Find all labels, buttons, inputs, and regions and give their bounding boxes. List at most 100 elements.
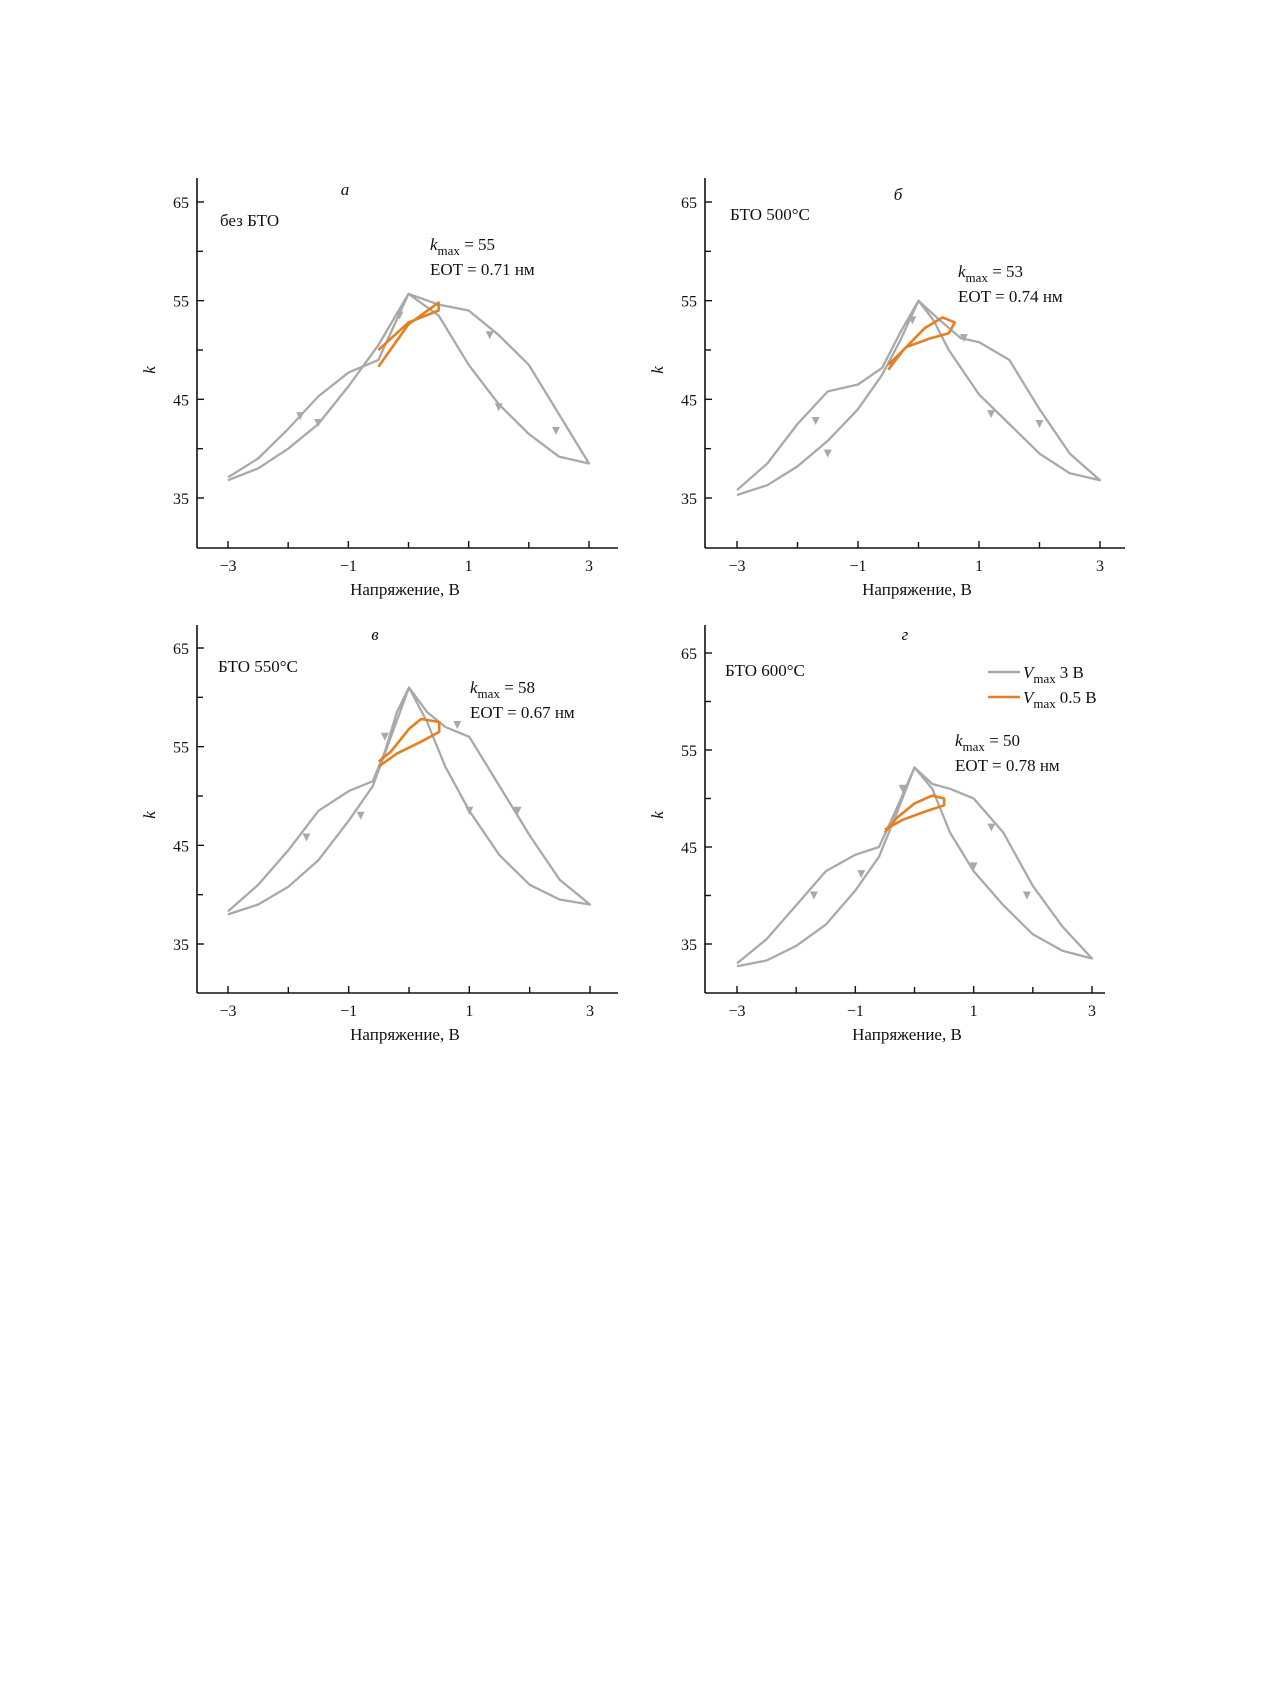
kmax-value: = 50 [985, 731, 1020, 750]
kmax-value: = 53 [988, 262, 1023, 281]
kmax-subscript: max [478, 686, 501, 701]
y-tick-label: 55 [681, 294, 697, 311]
x-tick-label: −3 [219, 1003, 236, 1020]
kmax-subscript: max [966, 270, 989, 285]
x-tick-label: 3 [1096, 558, 1104, 575]
kmax-subscript: max [438, 243, 461, 258]
x-axis-title: Напряжение, В [862, 580, 972, 599]
sample-label: БТО 600°C [725, 661, 805, 680]
y-tick-label: 45 [681, 392, 697, 409]
x-tick-label: 1 [975, 558, 983, 575]
sweep-arrow [513, 806, 522, 815]
sweep-arrow [302, 833, 311, 842]
sample-label: БТО 500°C [730, 205, 810, 224]
y-tick-label: 55 [173, 294, 189, 311]
sweep-arrow [823, 449, 832, 458]
eot-annotation: EOT = 0.67 нм [470, 703, 575, 722]
x-tick-label: −1 [340, 558, 357, 575]
panel-letter: а [341, 180, 350, 199]
legend-label-05v: Vmax 0.5 В [1023, 688, 1097, 711]
y-tick-label: 35 [681, 937, 697, 954]
y-tick-label: 65 [173, 195, 189, 212]
sweep-arrow [898, 784, 907, 793]
y-tick-label: 45 [681, 840, 697, 857]
x-tick-label: 3 [586, 1003, 594, 1020]
series-line-05v [377, 301, 440, 368]
panel-letter: б [894, 185, 903, 204]
kmax-symbol: k [955, 731, 963, 750]
sweep-arrow [969, 862, 978, 871]
y-tick-label: 35 [173, 937, 189, 954]
sweep-arrow [380, 732, 389, 741]
y-tick-label: 35 [173, 491, 189, 508]
legend: Vmax 3 В Vmax 0.5 В [988, 663, 1097, 711]
sweep-arrow [485, 331, 494, 340]
kmax-value: = 55 [460, 235, 495, 254]
kmax-symbol: k [958, 262, 966, 281]
legend-item-3v: Vmax 3 В [988, 663, 1084, 686]
y-tick-label: 65 [681, 195, 697, 212]
sweep-arrow [314, 419, 323, 428]
sweep-arrow [395, 311, 404, 320]
sweep-arrow [987, 410, 996, 419]
kmax-annotation: kmax = 58 [470, 678, 535, 701]
x-tick-label: 3 [1088, 1003, 1096, 1020]
panel-letter: в [371, 625, 379, 644]
sweep-arrow [857, 870, 866, 879]
sweep-arrow [809, 891, 818, 900]
x-tick-label: −1 [849, 558, 866, 575]
y-tick-label: 65 [173, 641, 189, 658]
kmax-value: = 58 [500, 678, 535, 697]
x-tick-label: 1 [970, 1003, 978, 1020]
x-tick-label: −3 [728, 1003, 745, 1020]
kmax-annotation: kmax = 53 [958, 262, 1023, 285]
x-tick-label: −3 [219, 558, 236, 575]
legend-text-3v: 3 В [1060, 663, 1084, 682]
y-axis-title: k [140, 366, 159, 374]
y-tick-label: 65 [681, 646, 697, 663]
kmax-subscript: max [963, 739, 986, 754]
y-axis-title: k [648, 811, 667, 819]
sweep-arrow [1022, 891, 1031, 900]
legend-symbol-05v: V [1023, 688, 1036, 707]
kmax-annotation: kmax = 55 [430, 235, 495, 258]
y-axis-title: k [648, 366, 667, 374]
y-tick-label: 35 [681, 491, 697, 508]
kmax-symbol: k [470, 678, 478, 697]
sweep-arrow [908, 316, 917, 325]
sweep-arrow [551, 426, 560, 435]
legend-label-3v: Vmax 3 В [1023, 663, 1084, 686]
x-tick-label: −1 [847, 1003, 864, 1020]
y-axis-title: k [140, 811, 159, 819]
sweep-arrow [465, 806, 474, 815]
sweep-arrow [987, 823, 996, 832]
sweep-arrow [453, 720, 462, 729]
legend-sub-05v: max [1033, 696, 1056, 711]
sweep-arrow [1035, 420, 1044, 428]
sample-label: БТО 550°C [218, 657, 298, 676]
x-tick-label: 1 [465, 558, 473, 575]
y-tick-label: 45 [173, 392, 189, 409]
sweep-arrow [494, 403, 503, 412]
y-tick-label: 55 [681, 743, 697, 760]
x-axis-title: Напряжение, В [350, 1025, 460, 1044]
series-line-3v [227, 686, 592, 916]
eot-annotation: EOT = 0.74 нм [958, 287, 1063, 306]
legend-sub-3v: max [1033, 671, 1056, 686]
eot-annotation: EOT = 0.78 нм [955, 756, 1060, 775]
x-tick-label: 3 [585, 558, 593, 575]
x-tick-label: 1 [465, 1003, 473, 1020]
y-tick-label: 45 [173, 838, 189, 855]
panel-letter: г [902, 625, 909, 644]
y-tick-label: 55 [173, 740, 189, 757]
x-tick-label: −1 [340, 1003, 357, 1020]
sweep-arrow [811, 417, 820, 426]
eot-annotation: EOT = 0.71 нм [430, 260, 535, 279]
sample-label: без БТО [220, 211, 279, 230]
x-axis-title: Напряжение, В [852, 1025, 962, 1044]
